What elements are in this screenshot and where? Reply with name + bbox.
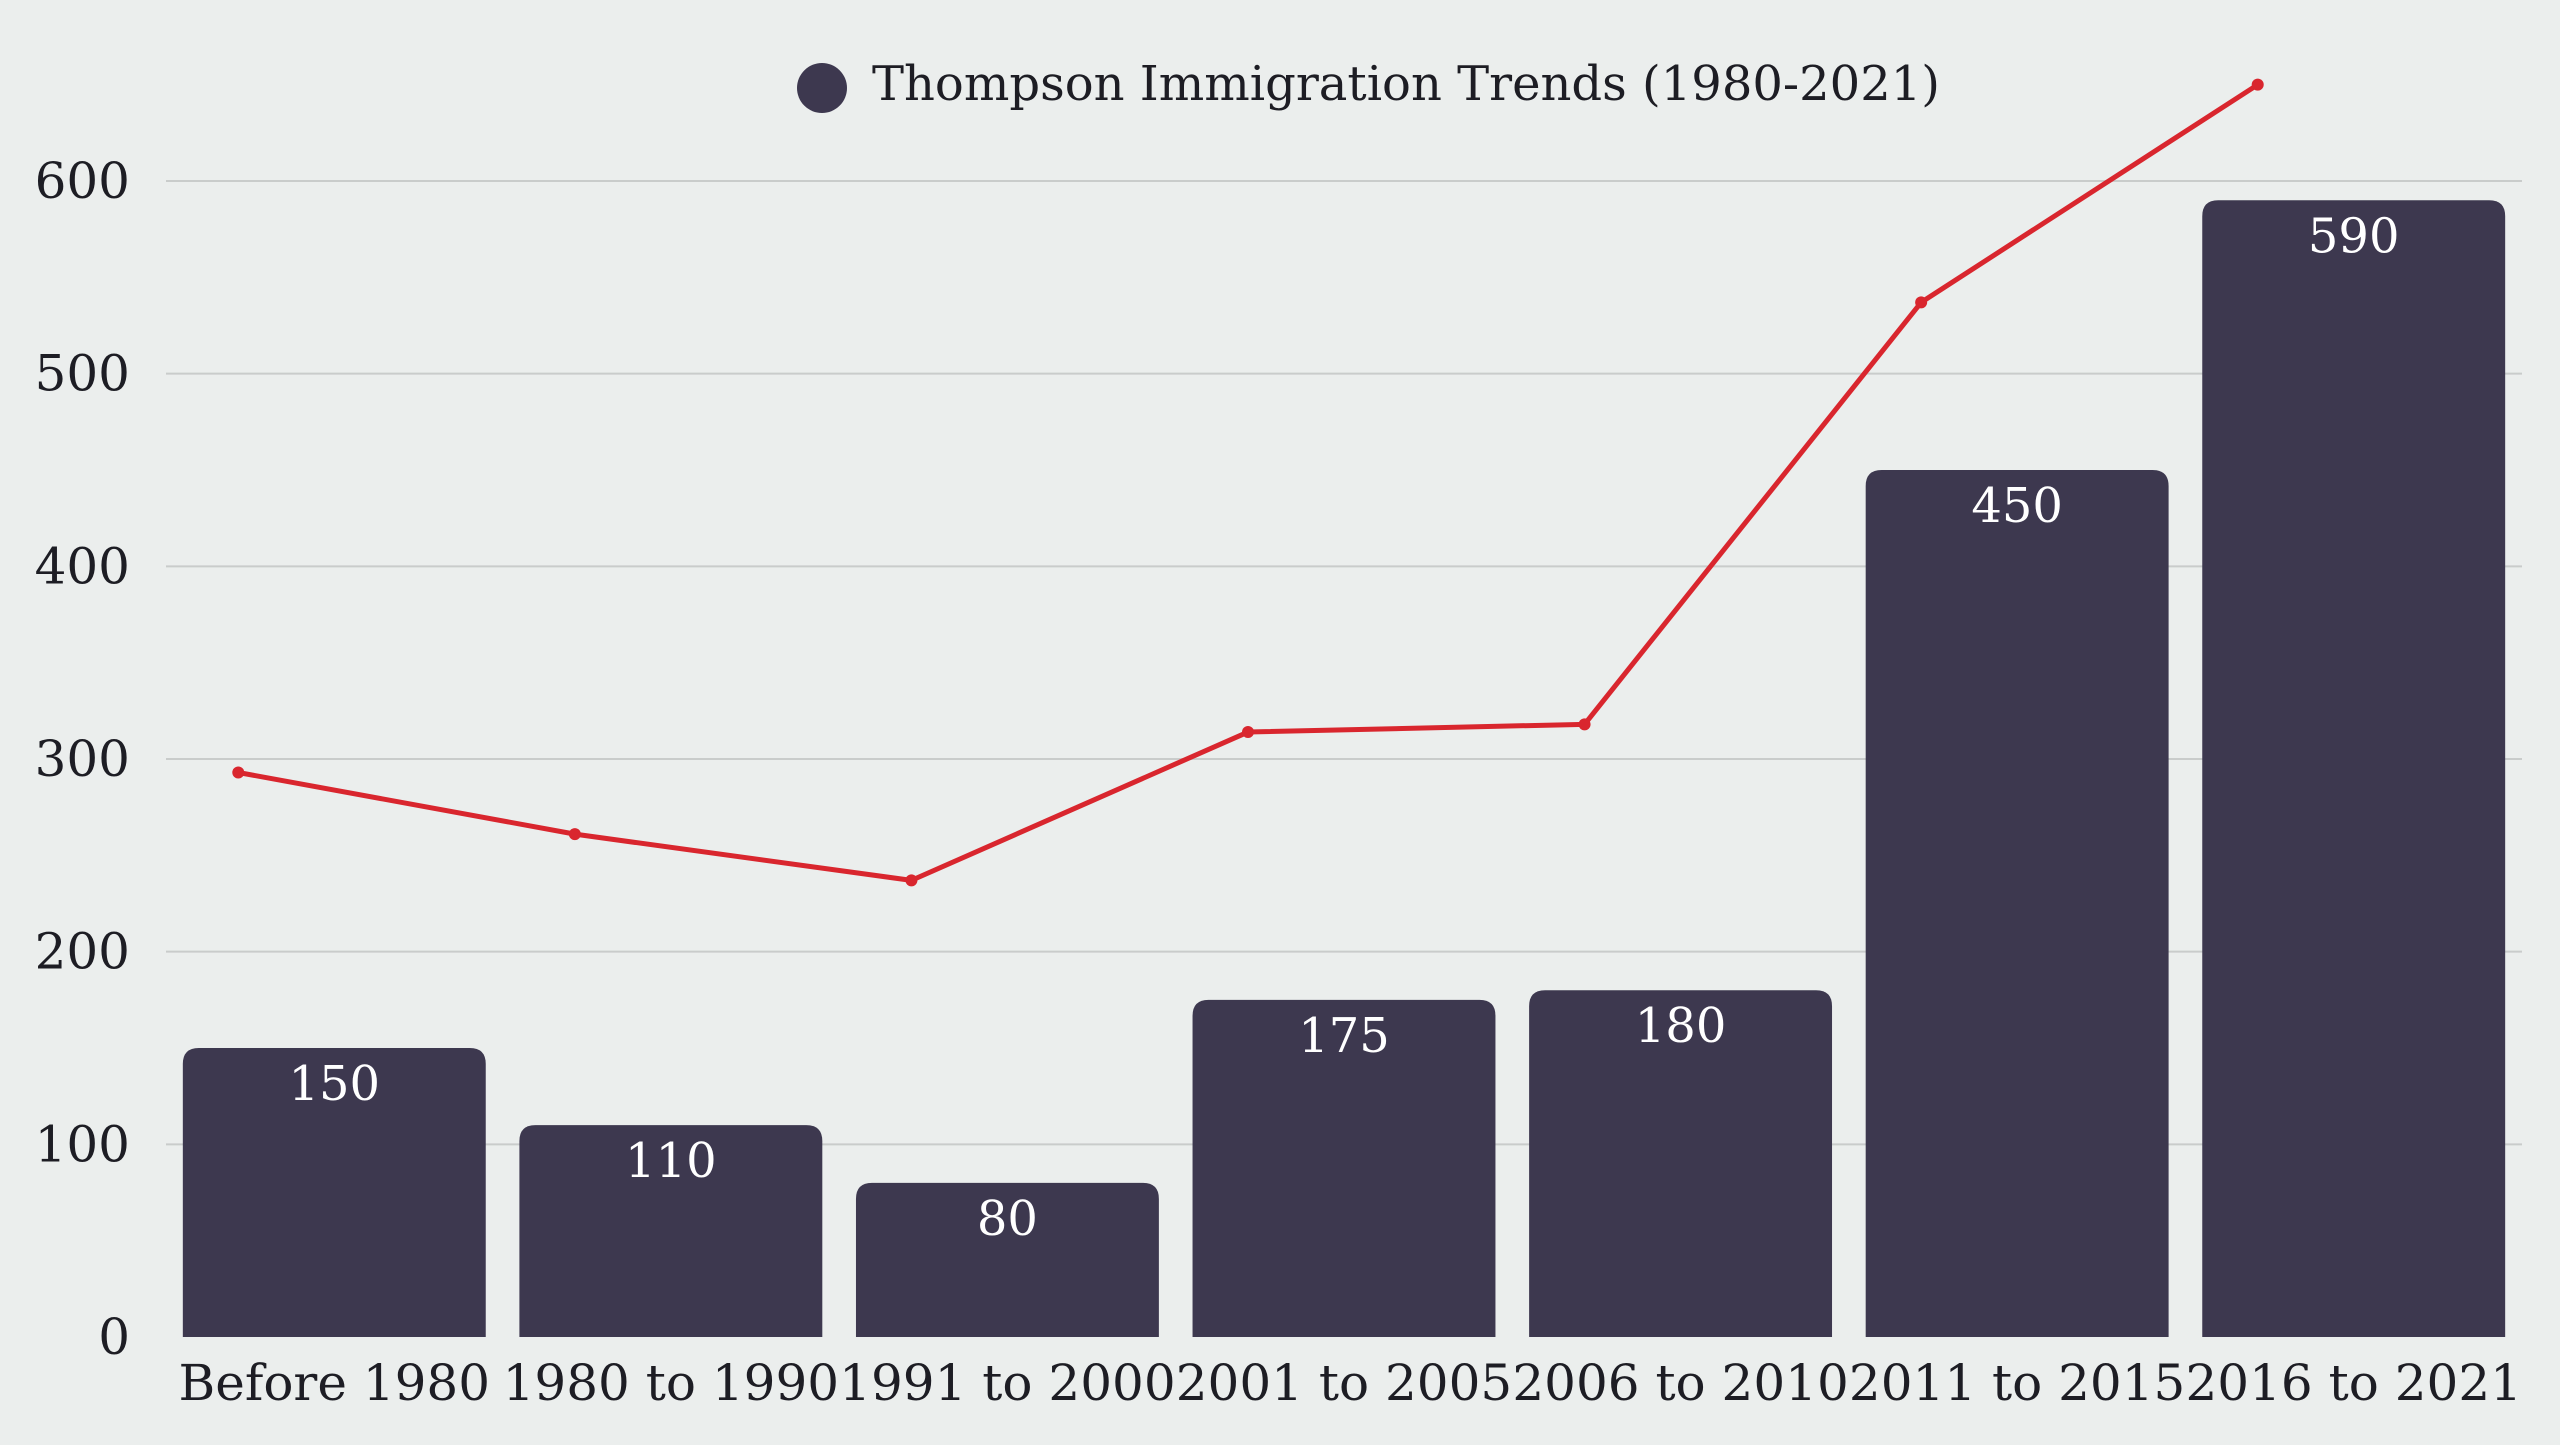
y-tick-label: 400 xyxy=(35,537,130,595)
bar xyxy=(1865,470,2169,1337)
bar-data-label: 80 xyxy=(977,1191,1038,1247)
y-tick-label: 0 xyxy=(98,1308,130,1366)
trend-point xyxy=(1578,718,1591,731)
bar-data-label: 150 xyxy=(288,1056,380,1112)
x-category-label: 2016 to 2021 xyxy=(2185,1354,2521,1412)
x-category-label: 1980 to 1990 xyxy=(503,1354,839,1412)
y-tick-label: 200 xyxy=(35,923,130,981)
trend-point xyxy=(905,874,918,887)
y-tick-label: 500 xyxy=(35,345,130,403)
y-tick-label: 100 xyxy=(35,1115,130,1173)
trend-point xyxy=(568,828,581,841)
label-layer: 150 Before 1980 110 1980 to 1990 80 1991 to 2… xyxy=(178,208,2521,1412)
bar-data-label: 110 xyxy=(625,1133,717,1189)
line-layer xyxy=(232,78,2264,887)
legend: Thompson Immigration Trends (1980-2021) xyxy=(797,56,1940,113)
bar xyxy=(855,1182,1159,1337)
bar-layer xyxy=(182,200,2506,1338)
bar xyxy=(2202,200,2506,1338)
bar xyxy=(1192,999,1496,1337)
legend-label: Thompson Immigration Trends (1980-2021) xyxy=(872,56,1940,112)
x-category-label: 2006 to 2010 xyxy=(1512,1354,1848,1412)
x-category-label: 2001 to 2005 xyxy=(1176,1354,1512,1412)
y-tick-label: 600 xyxy=(35,152,130,210)
bar xyxy=(519,1125,823,1337)
bar xyxy=(1529,990,1833,1337)
x-category-label: Before 1980 xyxy=(178,1354,490,1412)
y-tick-label: 300 xyxy=(35,730,130,788)
bar xyxy=(182,1048,486,1337)
trend-point xyxy=(1242,726,1254,739)
trend-point xyxy=(232,766,245,779)
trend-point xyxy=(1915,296,1928,309)
bar-data-label: 175 xyxy=(1298,1008,1390,1064)
x-category-label: 1991 to 2000 xyxy=(839,1354,1175,1412)
bar-data-label: 450 xyxy=(1971,478,2063,534)
legend-swatch xyxy=(797,63,847,113)
grid-layer: 0 100 200 300 400 500 600 xyxy=(35,152,2522,1366)
bar-data-label: 590 xyxy=(2308,208,2400,264)
x-category-label: 2011 to 2015 xyxy=(1849,1354,2185,1412)
bar-data-label: 180 xyxy=(1635,998,1727,1054)
trend-point xyxy=(2251,78,2264,91)
